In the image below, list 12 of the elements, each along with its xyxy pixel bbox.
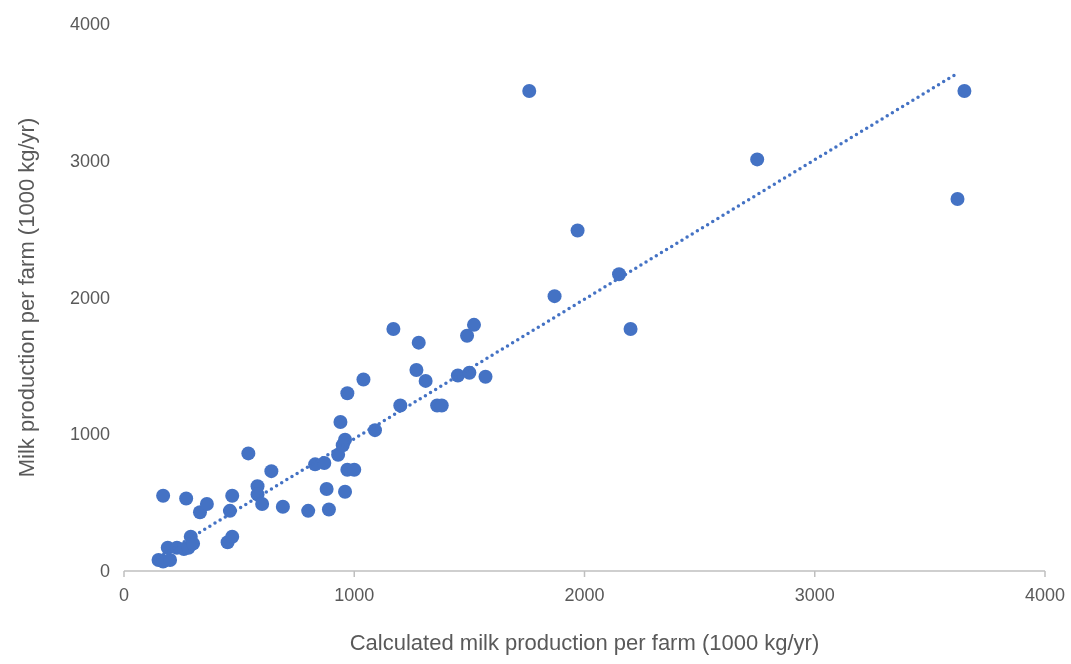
y-axis-title: Milk production per farm (1000 kg/yr) (14, 117, 39, 478)
y-tick-label: 2000 (69, 287, 110, 308)
y-tick-label: 3000 (69, 150, 110, 171)
x-tick-label: 4000 (1024, 585, 1066, 605)
x-tick-label: 2000 (564, 585, 605, 605)
x-tick-label: 1000 (334, 585, 375, 605)
x-axis-title: Calculated milk production per farm (1000 kg/yr) (349, 630, 820, 655)
y-tick-label: 1000 (69, 424, 110, 445)
x-tick-label: 3000 (794, 585, 835, 605)
x-tick-label: 0 (118, 585, 130, 605)
y-tick-label: 4000 (69, 14, 110, 34)
y-tick-label: 0 (99, 561, 110, 581)
